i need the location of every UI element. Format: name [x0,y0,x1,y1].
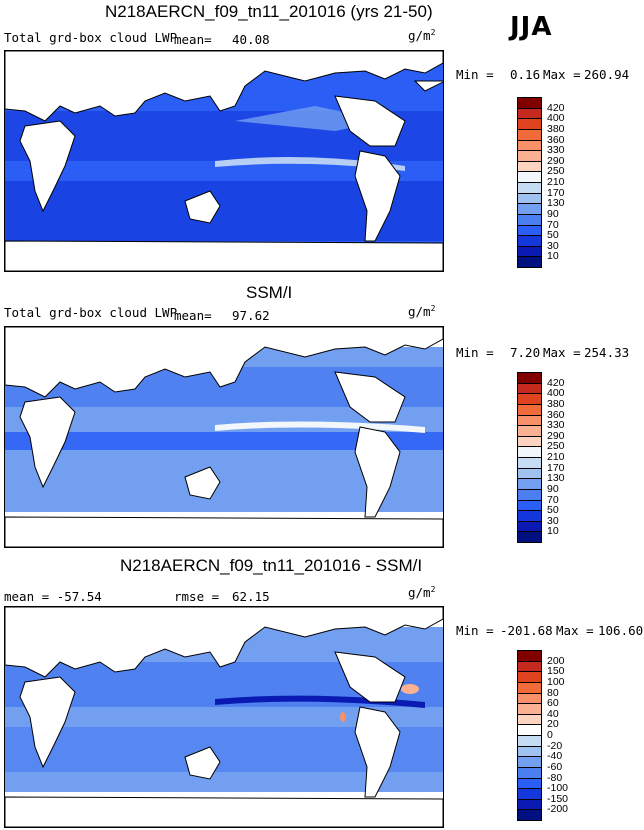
panel1-colorbar: 420 400 380 360 330 290 250 210 170 130 90 70 50 30 10 [517,97,565,268]
colorbar-tick-label: 210 [547,176,565,188]
colorbar-tick-label: 210 [547,451,565,463]
colorbar-tick-label: 50 [547,229,559,242]
colorbar-tick-label: 10 [547,250,559,263]
panel2-title: SSM/I [246,283,293,302]
colorbar-tick-label: 290 [547,154,565,167]
colorbar-tick-label: -200 [547,803,569,816]
colorbar-tick-label: 70 [547,493,559,506]
panel2-mean-value: 97.62 [232,308,270,323]
panel1-subtitle: Total grd-box cloud LWP [4,30,178,45]
panel1-min-value: 0.16 [510,67,541,82]
colorbar-tick-label: 330 [547,144,565,157]
itcz-band [215,157,405,171]
colorbar-tick-label: 420 [547,376,565,389]
season-label: JJA [510,12,553,42]
panel1-mean-label: mean= [174,32,212,47]
panel2-min-label: Min = [456,345,494,360]
panel1-min-label: Min = [456,67,494,82]
itcz-band [5,432,443,450]
colorbar-tick-label: 30 [547,514,559,527]
colorbar-tick-label: 400 [547,112,565,125]
panel3-map [4,606,444,828]
colorbar-tick-label: -40 [547,750,563,763]
panel3-rmse-value: 62.15 [232,589,270,604]
colorbar-tick-label: 60 [547,697,559,710]
colorbar-tick-label: 70 [547,218,559,231]
colorbar-tick-label: 40 [547,707,559,720]
colorbar-cell [517,809,542,821]
panel2-max-value: 254.33 [584,345,630,360]
colorbar-tick-label: 250 [547,165,565,178]
continents [5,607,443,827]
colorbar-tick-label: 360 [547,408,565,421]
colorbar-tick-label: -100 [547,782,569,795]
panel1-max-label: Max = [543,67,581,82]
colorbar-tick-label: -60 [547,760,563,773]
colorbar-tick-label: 90 [547,207,559,220]
continents [5,327,443,547]
panel1-mean-value: 40.08 [232,32,270,47]
itcz-highlight [215,421,425,433]
colorbar-tick-label: 290 [547,429,565,442]
colorbar-tick-label: -20 [547,739,563,752]
colorbar-tick-label: 50 [547,504,559,517]
panel1-title: N218AERCN_f09_tn11_201016 (yrs 21-50) [105,2,433,21]
colorbar-tick-label: -80 [547,771,563,784]
panel3-rmse-label: rmse = [174,589,220,604]
colorbar-cell [517,531,542,543]
panel2-map [4,326,444,548]
panel3-min-label: Min = [456,623,494,638]
panel2-max-label: Max = [543,345,581,360]
colorbar-tick-label: 250 [547,440,565,453]
continents [5,51,443,271]
panel2-colorbar: 420 400 380 360 330 290 250 210 170 130 90 70 50 30 10 [517,372,565,543]
colorbar-tick-label: 170 [547,186,565,199]
panel2-mean-label: mean= [174,308,212,323]
panel3-max-value: 106.60 [598,623,644,638]
panel3-min-value: -201.68 [500,623,553,638]
colorbar-tick-label: 360 [547,133,565,146]
panel1-max-value: 260.94 [584,67,630,82]
colorbar-cell [517,256,542,268]
panel3-units: g/m2 [408,585,436,601]
panel3-mean: mean = -57.54 [4,589,102,604]
colorbar-tick-label: 150 [547,665,565,678]
colorbar-tick-label: 130 [547,197,565,210]
panel2-units: g/m2 [408,304,436,320]
panel2-subtitle: Total grd-box cloud LWP [4,305,178,320]
colorbar-tick-label: -150 [547,792,569,805]
colorbar-tick-label: 20 [547,718,559,731]
colorbar-tick-label: 90 [547,482,559,495]
colorbar-tick-label: 0 [547,729,553,741]
colorbar-tick-label: 30 [547,239,559,252]
colorbar-tick-label: 170 [547,461,565,474]
colorbar-tick-label: 130 [547,472,565,485]
colorbar-tick-label: 400 [547,387,565,400]
positive-anomaly [340,712,346,722]
panel1-units: g/m2 [408,28,436,44]
colorbar-tick-label: 420 [547,101,565,114]
colorbar-tick-label: 380 [547,122,565,135]
panel1-map [4,50,444,272]
colorbar-tick-label: 100 [547,675,565,688]
panel3-max-label: Max = [556,623,594,638]
colorbar-tick-label: 380 [547,397,565,410]
colorbar-tick-label: 80 [547,686,559,699]
colorbar-tick-label: 10 [547,525,559,538]
colorbar-tick-label: 200 [547,654,565,667]
panel3-colorbar: 200 150 100 80 60 40 20 0 -20 -40 -60 -80 -100 -150 -2… [517,650,568,821]
panel3-title: N218AERCN_f09_tn11_201016 - SSM/I [120,556,423,575]
panel2-min-value: 7.20 [510,345,541,360]
colorbar-tick-label: 330 [547,419,565,432]
positive-anomaly [401,684,419,694]
